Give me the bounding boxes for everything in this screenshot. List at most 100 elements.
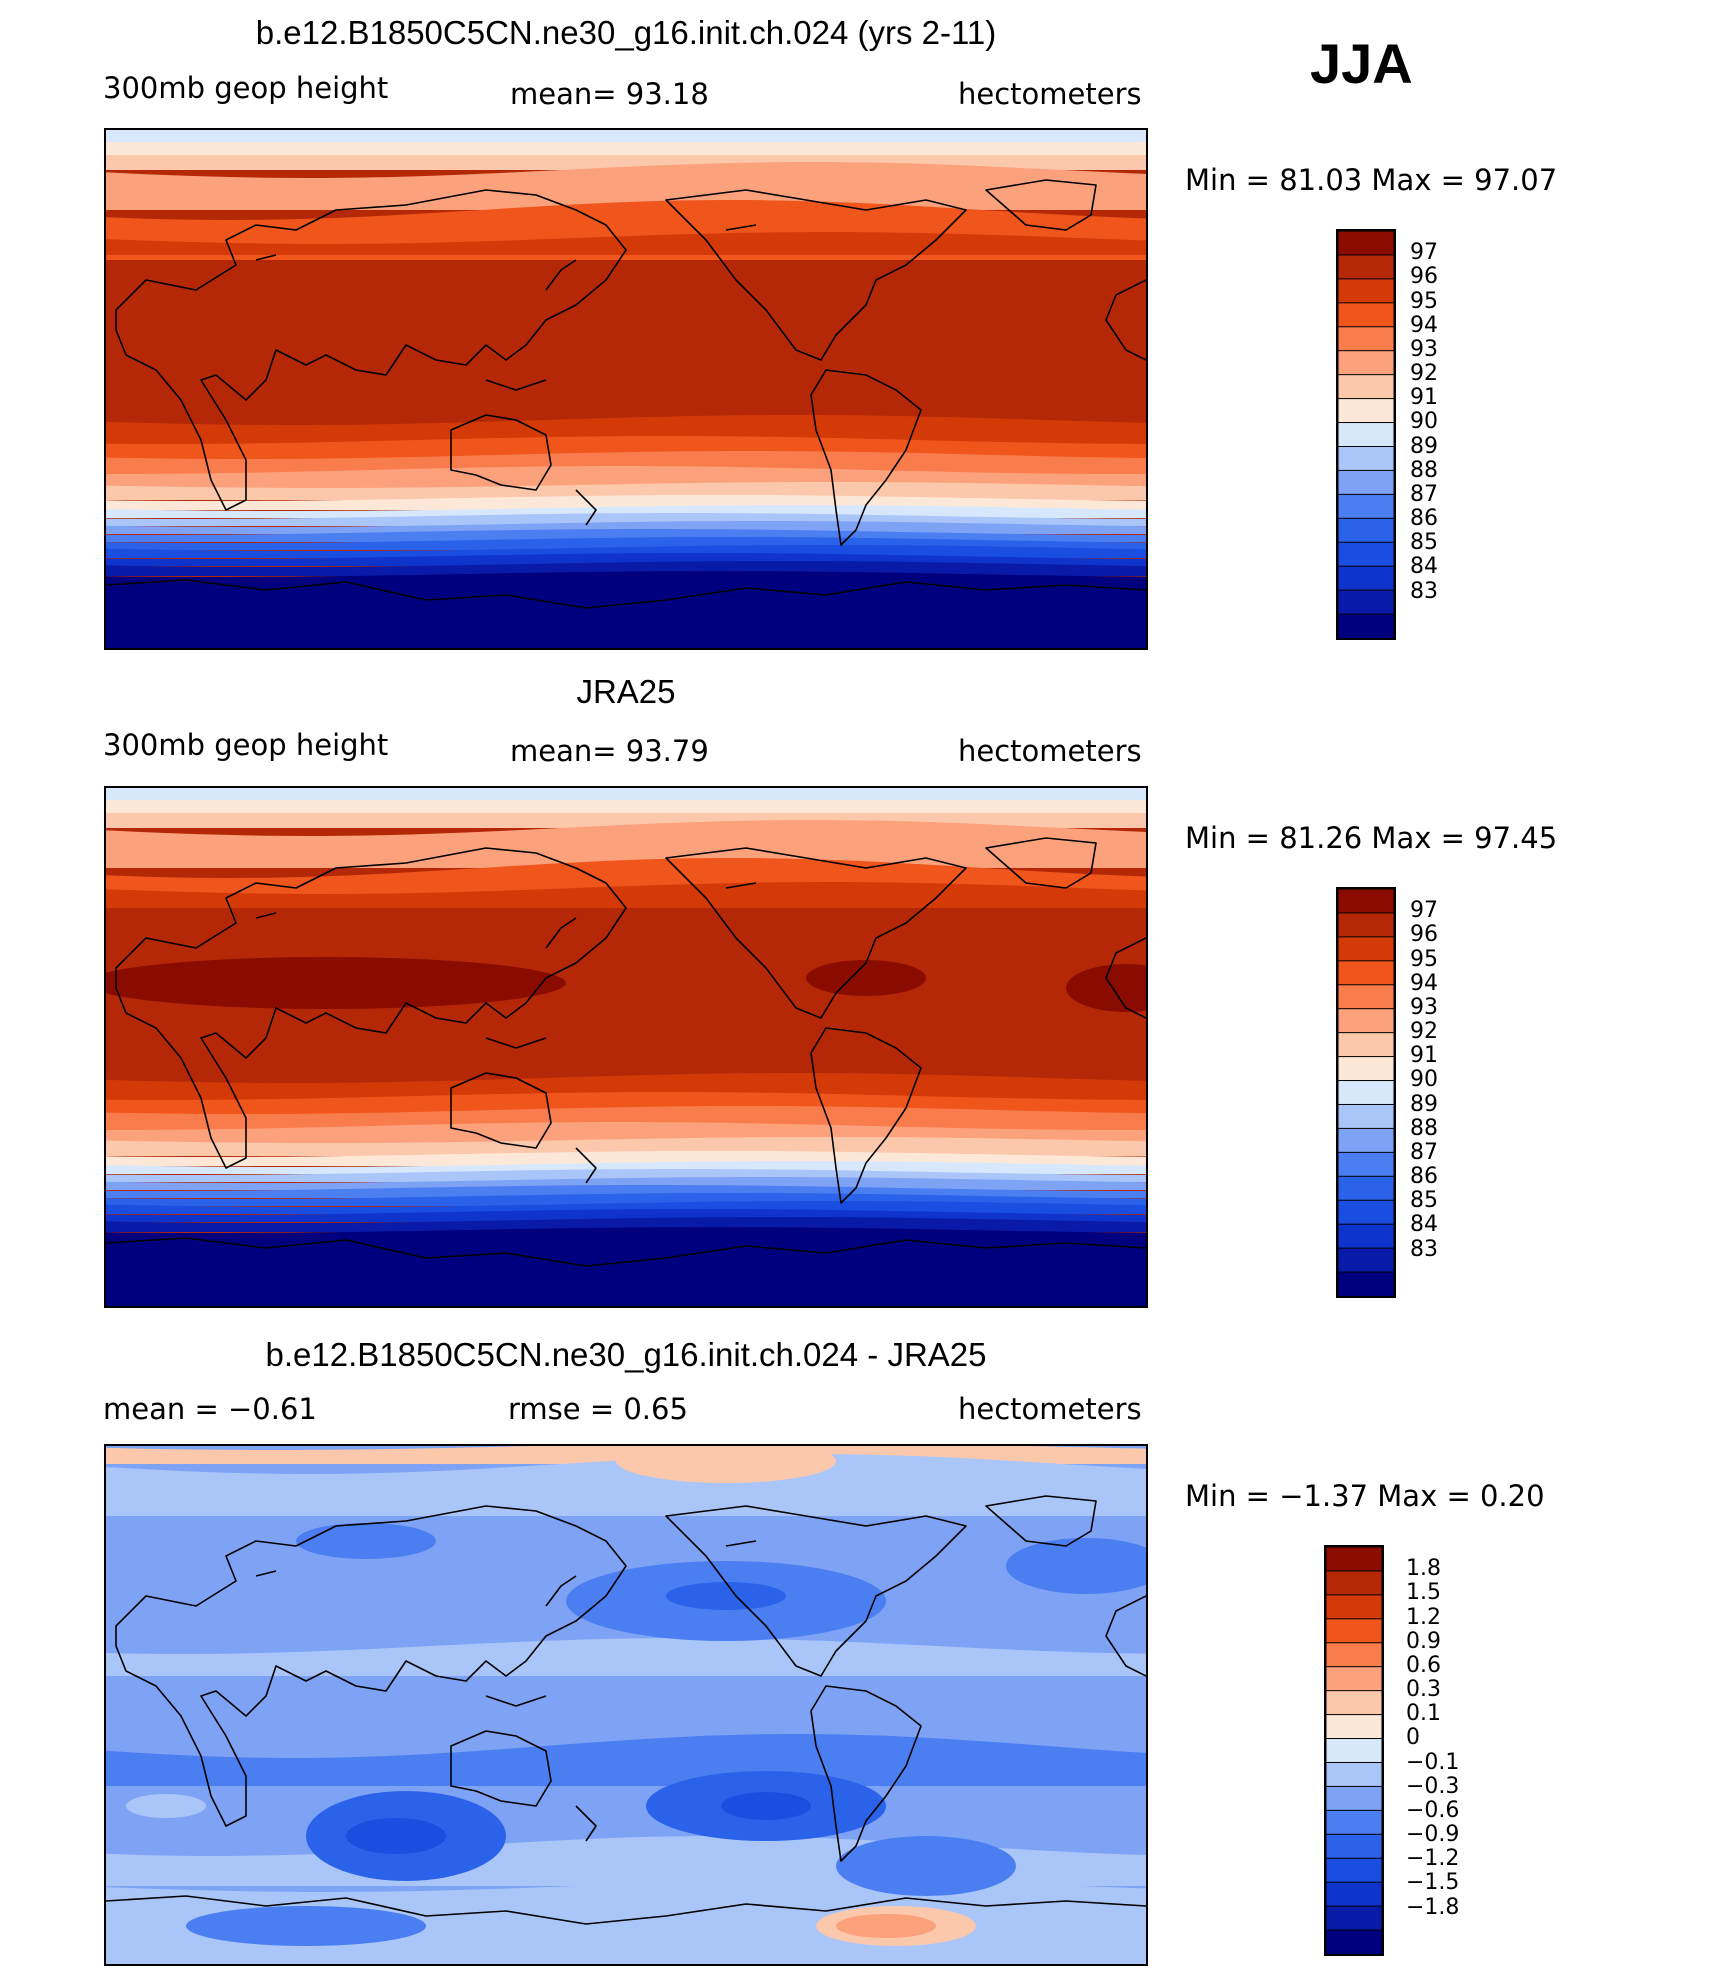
colorbar-tick-label: 0.1 xyxy=(1406,1701,1441,1727)
colorbar-swatch xyxy=(1326,1547,1382,1572)
colorbar-swatch xyxy=(1338,960,1394,986)
panel-2-title: JRA25 xyxy=(576,673,676,710)
colorbar-tick-label: −0.1 xyxy=(1406,1749,1460,1775)
colorbar-swatch xyxy=(1338,374,1394,400)
panel-3-mean-label: mean = −0.61 xyxy=(103,1392,317,1426)
coastline-segment xyxy=(575,1805,597,1842)
colorbar-tick-label: 0.6 xyxy=(1406,1652,1441,1678)
colorbar-swatch xyxy=(1338,1271,1394,1296)
colorbar-swatch xyxy=(1338,565,1394,592)
field-anomaly-region xyxy=(806,960,926,996)
coastline-segment xyxy=(665,847,967,1019)
colorbar-swatch xyxy=(1338,1127,1394,1154)
panel-3-colorbar xyxy=(1324,1545,1384,1956)
field-contour-band xyxy=(106,571,1146,648)
colorbar-tick-label: 87 xyxy=(1410,1139,1438,1165)
colorbar-swatch xyxy=(1326,1642,1382,1668)
panel-2-minmax: Min = 81.26 Max = 97.45 xyxy=(1185,821,1558,855)
coastline-segment xyxy=(106,579,1146,609)
coastline-segment xyxy=(810,1027,922,1204)
colorbar-tick-label: 97 xyxy=(1410,240,1438,266)
colorbar-tick-label: −1.8 xyxy=(1406,1894,1460,1920)
panel-3-rmse-label: rmse = 0.65 xyxy=(508,1392,688,1426)
colorbar-swatch xyxy=(1326,1738,1382,1764)
coastline-segment xyxy=(106,1895,1146,1925)
field-anomaly-region xyxy=(186,1906,426,1946)
colorbar-swatch xyxy=(1338,1223,1394,1250)
coastline-segment xyxy=(1105,1595,1146,1677)
panel-3-minmax: Min = −1.37 Max = 0.20 xyxy=(1185,1479,1545,1513)
field-contour-band xyxy=(106,1734,1146,1786)
field-anomaly-region xyxy=(346,1818,446,1854)
field-anomaly-region xyxy=(836,1914,936,1938)
colorbar-tick-label: 91 xyxy=(1410,1043,1438,1069)
field-contour-band xyxy=(106,1454,1146,1516)
field-contour-band xyxy=(106,1217,1146,1232)
field-anomaly-region xyxy=(666,1582,786,1610)
colorbar-swatch xyxy=(1338,517,1394,544)
colorbar-tick-label: 88 xyxy=(1410,457,1438,483)
colorbar-tick-label: 95 xyxy=(1410,946,1438,972)
field-anomaly-region xyxy=(1066,964,1146,1012)
field-contour-band xyxy=(106,482,1146,500)
coastline-segment xyxy=(115,1505,627,1827)
colorbar-swatch xyxy=(1338,1151,1394,1178)
field-contour-band xyxy=(106,1638,1146,1676)
colorbar-swatch xyxy=(1338,302,1394,328)
colorbar-tick-label: 96 xyxy=(1410,264,1438,290)
colorbar-tick-label: 83 xyxy=(1410,1236,1438,1262)
colorbar-swatch xyxy=(1338,589,1394,616)
field-contour-band xyxy=(106,820,1146,868)
colorbar-swatch xyxy=(1326,1809,1382,1836)
colorbar-tick-label: 86 xyxy=(1410,506,1438,532)
panel-3-units-label: hectometers xyxy=(958,1392,1142,1426)
coastline-segment xyxy=(725,882,757,889)
coastline-segment xyxy=(545,917,577,949)
colorbar-swatch xyxy=(1338,1056,1394,1082)
field-anomaly-region xyxy=(296,1523,436,1559)
coastline-segment xyxy=(450,1730,552,1807)
colorbar-tick-label: 85 xyxy=(1410,1188,1438,1214)
colorbar-swatch xyxy=(1338,984,1394,1010)
field-anomaly-region xyxy=(836,1836,1016,1896)
coastline-segment xyxy=(985,179,1097,231)
coastline-segment xyxy=(115,189,627,511)
field-anomaly-region xyxy=(1006,1538,1146,1594)
coastline-segment xyxy=(255,1570,277,1577)
coastline-segment xyxy=(450,414,552,491)
colorbar-tick-label: 96 xyxy=(1410,922,1438,948)
colorbar-swatch xyxy=(1338,254,1394,280)
colorbar-tick-label: 1.8 xyxy=(1406,1556,1441,1582)
colorbar-tick-label: 88 xyxy=(1410,1115,1438,1141)
colorbar-swatch xyxy=(1326,1857,1382,1884)
colorbar-swatch xyxy=(1338,1175,1394,1202)
coastline-segment xyxy=(810,1685,922,1862)
colorbar-swatch xyxy=(1338,1080,1394,1106)
colorbar-swatch xyxy=(1326,1881,1382,1908)
colorbar-swatch xyxy=(1338,350,1394,376)
field-contour-band xyxy=(106,505,1146,518)
field-contour-band xyxy=(106,521,1146,534)
field-contour-band xyxy=(106,1201,1146,1214)
colorbar-tick-label: 0.9 xyxy=(1406,1628,1441,1654)
colorbar-swatch xyxy=(1326,1761,1382,1788)
coastline-outline xyxy=(106,1495,1146,1925)
colorbar-swatch xyxy=(1338,889,1394,914)
colorbar-tick-label: −0.9 xyxy=(1406,1822,1460,1848)
panel-3-map xyxy=(104,1444,1148,1966)
field-anomaly-region xyxy=(106,957,566,1009)
coastline-outline xyxy=(106,179,1146,609)
coastline-segment xyxy=(575,489,597,526)
colorbar-tick-label: 92 xyxy=(1410,361,1438,387)
field-contour-band xyxy=(106,561,1146,576)
panel-2-variable-label: 300mb geop height xyxy=(103,728,389,762)
coastline-segment xyxy=(115,847,627,1169)
colorbar-tick-label: 94 xyxy=(1410,312,1438,338)
colorbar-tick-label: 1.2 xyxy=(1406,1604,1441,1630)
field-anomaly-region xyxy=(616,1446,836,1483)
colorbar-tick-label: 84 xyxy=(1410,554,1438,580)
colorbar-tick-label: 0.3 xyxy=(1406,1677,1441,1703)
colorbar-swatch xyxy=(1338,422,1394,448)
coastline-segment xyxy=(665,189,967,361)
field-anomaly-region xyxy=(126,1794,206,1818)
